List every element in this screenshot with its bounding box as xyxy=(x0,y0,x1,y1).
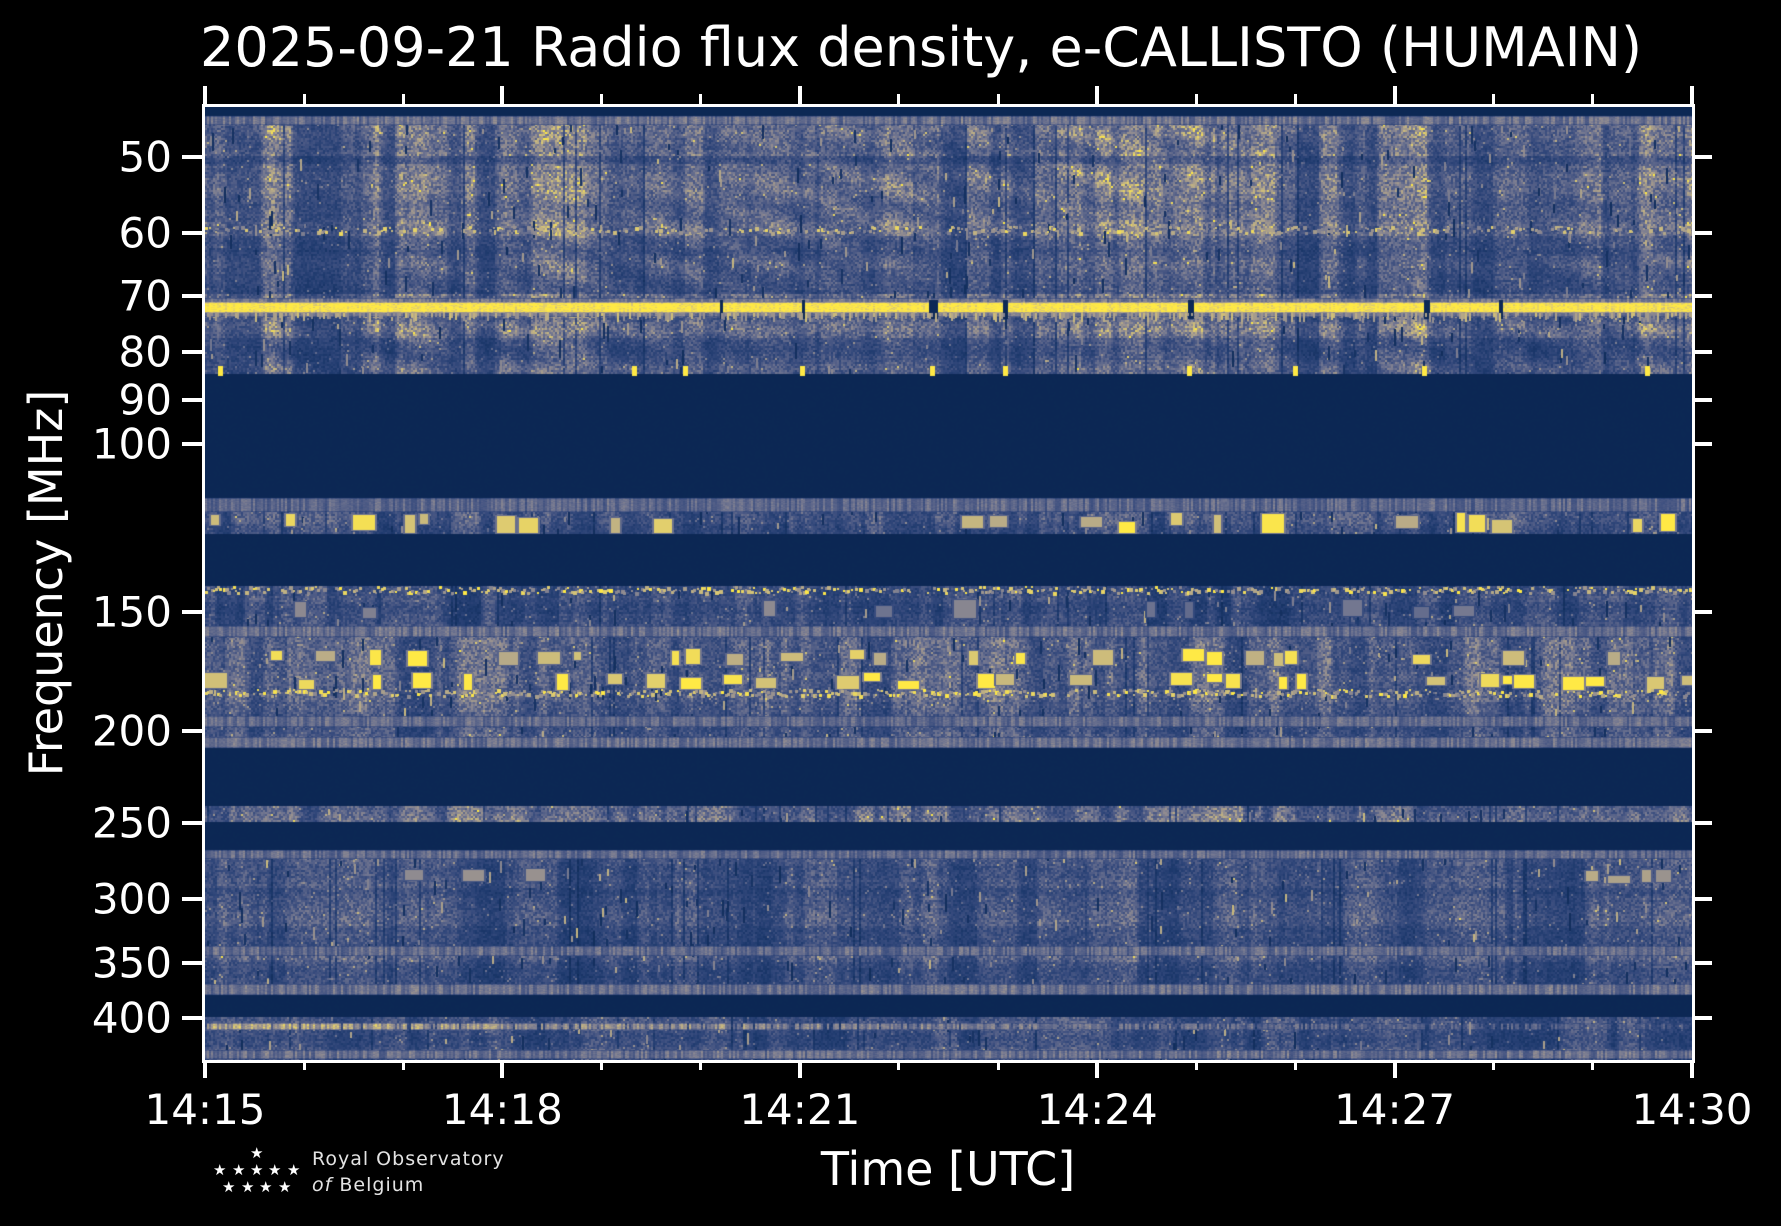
axis-tick xyxy=(1692,230,1712,235)
axis-tick xyxy=(996,1060,1000,1070)
axis-tick xyxy=(897,94,901,104)
axis-tick xyxy=(699,1060,703,1070)
axis-tick xyxy=(401,1060,405,1070)
y-tick-label: 400 xyxy=(91,993,172,1043)
axis-tick xyxy=(182,729,202,734)
axis-tick xyxy=(302,94,306,104)
x-tick-label: 14:30 xyxy=(1631,1085,1753,1134)
x-tick-label: 14:15 xyxy=(144,1085,266,1134)
axis-tick xyxy=(897,1060,901,1070)
y-tick-label: 60 xyxy=(118,208,172,258)
axis-tick xyxy=(1492,94,1496,104)
axis-tick xyxy=(203,86,207,104)
axis-tick xyxy=(401,94,405,104)
star-icon xyxy=(278,1180,291,1195)
axis-tick xyxy=(600,94,604,104)
x-tick-label: 14:24 xyxy=(1036,1085,1158,1134)
axis-tick xyxy=(1692,960,1712,965)
chart-title: 2025-09-21 Radio flux density, e-CALLIST… xyxy=(199,16,1643,79)
axis-tick xyxy=(182,398,202,403)
star-icon xyxy=(241,1180,254,1195)
star-icon xyxy=(268,1163,281,1178)
star-icon xyxy=(232,1163,245,1178)
y-tick-label: 70 xyxy=(118,271,172,321)
axis-tick xyxy=(699,94,703,104)
y-tick-label: 90 xyxy=(118,375,172,425)
axis-tick xyxy=(203,1060,207,1078)
axis-tick xyxy=(302,1060,306,1070)
axis-tick xyxy=(1591,94,1595,104)
axis-tick xyxy=(1194,1060,1198,1070)
axis-tick xyxy=(182,230,202,235)
x-axis-label: Time [UTC] xyxy=(820,1142,1076,1196)
y-tick-label: 150 xyxy=(91,587,172,637)
star-icon xyxy=(287,1163,300,1178)
spectrogram-canvas xyxy=(205,107,1692,1060)
axis-tick xyxy=(1692,349,1712,354)
axis-tick xyxy=(1194,94,1198,104)
axis-tick xyxy=(182,442,202,447)
axis-tick xyxy=(1095,1060,1100,1078)
y-tick-label: 300 xyxy=(91,874,172,924)
axis-tick xyxy=(1392,1060,1397,1078)
axis-tick xyxy=(1293,94,1297,104)
axis-tick xyxy=(1690,1060,1694,1078)
axis-tick xyxy=(1692,398,1712,403)
y-tick-label: 350 xyxy=(91,938,172,988)
y-tick-label: 200 xyxy=(91,706,172,756)
axis-tick xyxy=(797,1060,802,1078)
axis-tick xyxy=(600,1060,604,1070)
axis-tick xyxy=(1692,442,1712,447)
axis-tick xyxy=(500,1060,505,1078)
y-tick-label: 50 xyxy=(118,132,172,182)
axis-tick xyxy=(182,609,202,614)
axis-tick xyxy=(182,896,202,901)
y-tick-label: 100 xyxy=(91,419,172,469)
star-icon xyxy=(222,1180,235,1195)
axis-tick xyxy=(182,294,202,299)
x-tick-label: 14:21 xyxy=(739,1085,861,1134)
axis-tick xyxy=(1692,609,1712,614)
axis-tick xyxy=(1293,1060,1297,1070)
y-tick-label: 250 xyxy=(91,798,172,848)
axis-tick xyxy=(1591,1060,1595,1070)
axis-tick xyxy=(182,349,202,354)
axis-tick xyxy=(1392,86,1397,104)
star-icon xyxy=(213,1163,226,1178)
star-icon xyxy=(250,1146,263,1161)
star-icon xyxy=(250,1163,263,1178)
axis-tick xyxy=(797,86,802,104)
y-tick-label: 80 xyxy=(118,327,172,377)
axis-tick xyxy=(182,1016,202,1021)
axis-tick xyxy=(1690,86,1694,104)
axis-tick xyxy=(1095,86,1100,104)
x-tick-label: 14:27 xyxy=(1334,1085,1456,1134)
axis-tick xyxy=(1692,821,1712,826)
axis-tick xyxy=(1692,896,1712,901)
rob-logo-line1: Royal Observatory xyxy=(312,1148,505,1170)
axis-tick xyxy=(182,960,202,965)
rob-logo-line2: of Belgium xyxy=(312,1174,425,1196)
star-icon xyxy=(259,1180,272,1195)
axis-tick xyxy=(996,94,1000,104)
axis-tick xyxy=(1692,294,1712,299)
axis-tick xyxy=(1692,1016,1712,1021)
axis-tick xyxy=(182,155,202,160)
axis-tick xyxy=(1492,1060,1496,1070)
x-tick-label: 14:18 xyxy=(441,1085,563,1134)
axis-tick xyxy=(1692,155,1712,160)
spectrogram-plot-area xyxy=(202,104,1695,1063)
axis-tick xyxy=(182,821,202,826)
axis-tick xyxy=(500,86,505,104)
axis-tick xyxy=(1692,729,1712,734)
rob-logo-text: Royal Observatory of Belgium xyxy=(312,1146,505,1198)
